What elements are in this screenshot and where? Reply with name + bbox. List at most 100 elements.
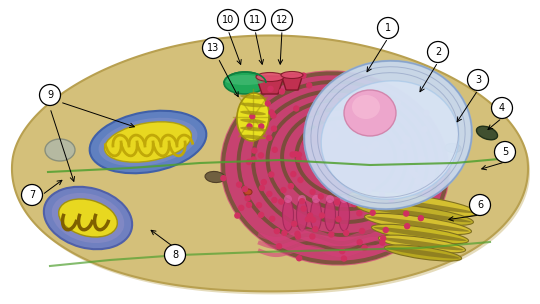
Circle shape [313, 227, 318, 232]
Ellipse shape [380, 238, 464, 250]
Ellipse shape [280, 107, 408, 211]
Circle shape [246, 202, 252, 207]
Circle shape [221, 176, 226, 181]
Circle shape [327, 127, 332, 132]
Ellipse shape [240, 95, 266, 99]
Ellipse shape [386, 247, 460, 259]
Circle shape [360, 229, 365, 233]
Circle shape [296, 157, 301, 162]
Circle shape [342, 99, 347, 104]
Ellipse shape [237, 80, 440, 250]
Circle shape [279, 199, 284, 204]
Circle shape [237, 182, 241, 187]
Circle shape [366, 188, 372, 193]
Ellipse shape [295, 116, 397, 198]
Ellipse shape [52, 193, 124, 243]
Circle shape [259, 185, 265, 191]
Text: 2: 2 [435, 47, 441, 57]
Text: 4: 4 [499, 103, 505, 113]
Ellipse shape [255, 93, 425, 233]
Circle shape [362, 245, 367, 250]
Circle shape [395, 100, 400, 105]
Circle shape [245, 196, 250, 201]
Circle shape [329, 232, 334, 237]
Ellipse shape [326, 195, 334, 203]
Ellipse shape [349, 191, 477, 217]
Circle shape [367, 149, 372, 154]
Ellipse shape [359, 206, 471, 222]
Circle shape [310, 189, 315, 194]
Text: 12: 12 [276, 15, 288, 25]
Circle shape [359, 132, 364, 137]
Ellipse shape [241, 84, 435, 246]
Ellipse shape [282, 199, 294, 231]
Circle shape [310, 234, 315, 239]
Text: 13: 13 [207, 43, 219, 53]
Circle shape [322, 116, 327, 121]
Circle shape [310, 111, 315, 116]
Circle shape [319, 194, 323, 199]
Circle shape [368, 132, 373, 137]
Circle shape [274, 229, 279, 233]
Circle shape [265, 101, 271, 106]
Ellipse shape [240, 127, 266, 131]
Text: 10: 10 [222, 15, 234, 25]
Circle shape [361, 147, 366, 152]
Ellipse shape [310, 199, 321, 231]
Ellipse shape [298, 195, 306, 203]
Ellipse shape [224, 72, 266, 94]
Ellipse shape [339, 199, 349, 231]
Ellipse shape [304, 61, 472, 209]
Circle shape [335, 200, 340, 205]
Ellipse shape [244, 189, 252, 195]
Ellipse shape [372, 224, 469, 244]
Circle shape [301, 73, 306, 78]
Circle shape [369, 146, 374, 151]
Circle shape [341, 256, 347, 261]
Ellipse shape [269, 102, 414, 220]
Circle shape [424, 110, 429, 115]
Ellipse shape [445, 143, 461, 153]
Ellipse shape [266, 98, 418, 224]
Circle shape [314, 121, 319, 126]
Text: 7: 7 [29, 190, 35, 200]
Circle shape [409, 168, 415, 174]
Circle shape [405, 137, 410, 142]
Circle shape [202, 37, 224, 58]
Circle shape [352, 104, 357, 109]
Ellipse shape [220, 70, 450, 266]
Ellipse shape [240, 119, 266, 123]
Circle shape [428, 42, 449, 63]
Ellipse shape [44, 187, 132, 249]
Circle shape [422, 127, 427, 132]
Circle shape [295, 234, 300, 239]
Circle shape [259, 153, 264, 158]
Ellipse shape [240, 135, 266, 139]
Text: 3: 3 [475, 75, 481, 85]
Ellipse shape [299, 120, 394, 194]
Circle shape [291, 171, 296, 177]
Circle shape [343, 230, 349, 235]
Ellipse shape [321, 81, 459, 199]
Circle shape [296, 256, 302, 261]
Circle shape [261, 180, 266, 185]
Ellipse shape [356, 202, 474, 225]
Ellipse shape [367, 216, 469, 232]
Circle shape [242, 187, 247, 192]
Ellipse shape [325, 199, 335, 231]
Circle shape [383, 227, 388, 233]
Circle shape [330, 135, 336, 140]
Ellipse shape [237, 93, 269, 141]
Circle shape [281, 188, 286, 192]
Circle shape [293, 152, 299, 157]
Circle shape [355, 114, 360, 119]
Circle shape [371, 162, 376, 167]
Ellipse shape [59, 199, 117, 237]
Circle shape [251, 157, 256, 162]
Circle shape [272, 126, 276, 131]
Ellipse shape [296, 199, 307, 231]
Ellipse shape [240, 103, 266, 107]
Circle shape [271, 113, 276, 118]
Circle shape [282, 230, 287, 235]
Ellipse shape [224, 75, 266, 85]
